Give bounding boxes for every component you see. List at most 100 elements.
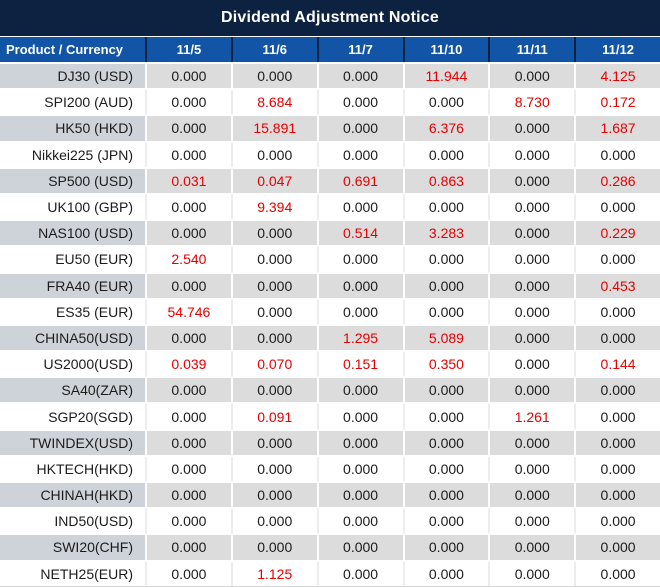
table-row: NAS100 (USD) 0.000 0.000 0.514 3.283 0.000 0.2… xyxy=(0,221,660,246)
value-cell: 0.000 xyxy=(490,142,575,167)
value-cell: 0.000 xyxy=(318,561,403,586)
value-cell: 0.000 xyxy=(232,64,317,89)
product-cell: EU50 (EUR) xyxy=(0,247,145,272)
value-cell: 0.000 xyxy=(490,247,575,272)
value-cell: 0.000 xyxy=(404,561,489,586)
value-cell: 0.000 xyxy=(404,273,489,298)
table-row: HKTECH(HKD) 0.000 0.000 0.000 0.000 0.000 0.00… xyxy=(0,456,660,481)
product-cell: ES35 (EUR) xyxy=(0,299,145,324)
value-cell: 0.000 xyxy=(147,142,231,167)
value-cell: 0.000 xyxy=(147,116,231,141)
value-cell: 15.891 xyxy=(232,116,317,141)
table-row: CHINA50(USD) 0.000 0.000 1.295 5.089 0.000 0.0… xyxy=(0,325,660,351)
value-cell: 0.000 xyxy=(232,535,317,560)
value-cell: 0.000 xyxy=(490,352,575,377)
product-cell: SGP20(SGD) xyxy=(0,404,145,429)
value-cell: 0.000 xyxy=(576,430,660,455)
value-cell: 0.000 xyxy=(318,299,403,324)
header-date: 11/10 xyxy=(404,37,489,62)
value-cell: 8.684 xyxy=(232,90,317,115)
table-header-row: Product / Currency 11/5 11/6 11/7 11/10 11/1… xyxy=(0,37,660,64)
value-cell: 0.000 xyxy=(232,273,317,298)
value-cell: 0.070 xyxy=(232,352,317,377)
value-cell: 0.000 xyxy=(404,194,489,220)
table-row: SWI20(CHF) 0.000 0.000 0.000 0.000 0.000 0.000 xyxy=(0,535,660,560)
value-cell: 0.000 xyxy=(147,404,231,429)
value-cell: 1.295 xyxy=(318,325,403,351)
table-row: US2000(USD) 0.039 0.070 0.151 0.350 0.000 0.14… xyxy=(0,352,660,377)
value-cell: 1.125 xyxy=(232,561,317,586)
value-cell: 0.000 xyxy=(576,483,660,508)
value-cell: 0.000 xyxy=(318,247,403,272)
table-row: SA40(ZAR) 0.000 0.000 0.000 0.000 0.000 0.000 xyxy=(0,378,660,403)
value-cell: 0.000 xyxy=(576,561,660,586)
value-cell: 0.000 xyxy=(576,299,660,324)
value-cell: 0.000 xyxy=(404,90,489,115)
value-cell: 0.000 xyxy=(232,221,317,246)
page-title: Dividend Adjustment Notice xyxy=(221,9,439,26)
product-cell: SPI200 (AUD) xyxy=(0,90,145,115)
value-cell: 0.000 xyxy=(232,378,317,403)
table-row: CHINAH(HKD) 0.000 0.000 0.000 0.000 0.000 0.00… xyxy=(0,483,660,508)
value-cell: 0.000 xyxy=(404,142,489,167)
value-cell: 0.000 xyxy=(318,483,403,508)
table-row: IND50(USD) 0.000 0.000 0.000 0.000 0.000 0.000 xyxy=(0,509,660,534)
product-cell: NETH25(EUR) xyxy=(0,561,145,586)
product-cell: US2000(USD) xyxy=(0,352,145,377)
value-cell: 0.000 xyxy=(232,509,317,534)
value-cell: 11.944 xyxy=(404,64,489,89)
value-cell: 0.000 xyxy=(318,90,403,115)
product-cell: IND50(USD) xyxy=(0,509,145,534)
value-cell: 0.000 xyxy=(232,299,317,324)
value-cell: 0.000 xyxy=(490,561,575,586)
value-cell: 0.453 xyxy=(576,273,660,298)
product-cell: Nikkei225 (JPN) xyxy=(0,142,145,167)
value-cell: 0.000 xyxy=(404,247,489,272)
value-cell: 6.376 xyxy=(404,116,489,141)
value-cell: 0.000 xyxy=(404,456,489,481)
table-row: UK100 (GBP) 0.000 9.394 0.000 0.000 0.000 0.00… xyxy=(0,194,660,220)
header-product-currency: Product / Currency xyxy=(0,37,145,62)
product-cell: FRA40 (EUR) xyxy=(0,273,145,298)
product-cell: DJ30 (USD) xyxy=(0,64,145,89)
value-cell: 0.091 xyxy=(232,404,317,429)
value-cell: 0.000 xyxy=(490,194,575,220)
value-cell: 0.000 xyxy=(318,116,403,141)
value-cell: 54.746 xyxy=(147,299,231,324)
value-cell: 0.000 xyxy=(147,64,231,89)
title-bar: Dividend Adjustment Notice xyxy=(0,0,660,37)
table-row: DJ30 (USD) 0.000 0.000 0.000 11.944 0.000 4.12… xyxy=(0,64,660,89)
value-cell: 0.000 xyxy=(576,404,660,429)
value-cell: 0.000 xyxy=(232,456,317,481)
value-cell: 0.172 xyxy=(576,90,660,115)
value-cell: 0.000 xyxy=(404,299,489,324)
value-cell: 0.000 xyxy=(147,273,231,298)
product-cell: HK50 (HKD) xyxy=(0,116,145,141)
value-cell: 0.000 xyxy=(490,168,575,193)
header-date: 11/12 xyxy=(576,37,660,62)
value-cell: 0.000 xyxy=(232,430,317,455)
product-cell: SWI20(CHF) xyxy=(0,535,145,560)
value-cell: 0.000 xyxy=(576,456,660,481)
value-cell: 0.000 xyxy=(576,142,660,167)
value-cell: 0.039 xyxy=(147,352,231,377)
header-date: 11/11 xyxy=(490,37,575,62)
value-cell: 0.000 xyxy=(490,378,575,403)
value-cell: 0.000 xyxy=(490,483,575,508)
value-cell: 0.000 xyxy=(318,509,403,534)
value-cell: 0.000 xyxy=(576,535,660,560)
value-cell: 0.000 xyxy=(404,404,489,429)
header-date: 11/6 xyxy=(232,37,317,62)
value-cell: 0.000 xyxy=(318,142,403,167)
value-cell: 9.394 xyxy=(232,194,317,220)
value-cell: 0.000 xyxy=(490,273,575,298)
product-cell: CHINA50(USD) xyxy=(0,325,145,351)
value-cell: 0.000 xyxy=(147,561,231,586)
value-cell: 0.000 xyxy=(232,325,317,351)
value-cell: 0.047 xyxy=(232,168,317,193)
value-cell: 0.514 xyxy=(318,221,403,246)
value-cell: 0.691 xyxy=(318,168,403,193)
table-row: NETH25(EUR) 0.000 1.125 0.000 0.000 0.000 0.00… xyxy=(0,561,660,586)
value-cell: 0.000 xyxy=(147,378,231,403)
